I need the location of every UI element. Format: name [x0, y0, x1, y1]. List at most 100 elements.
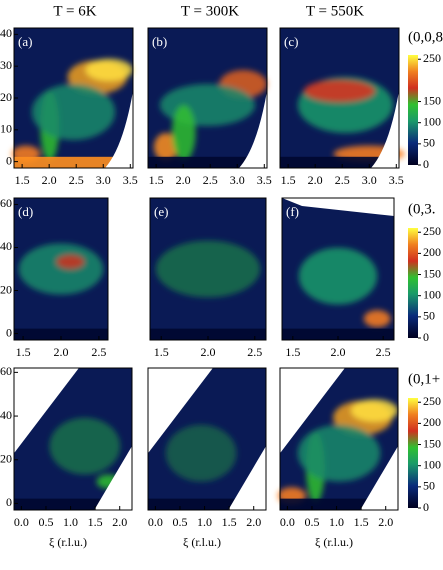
x-tick-label: 3.5	[389, 173, 404, 187]
y-tick-label: 20	[0, 90, 12, 104]
x-tick-label: 0.0	[14, 515, 29, 529]
mask	[148, 368, 213, 454]
intensity-blobs	[155, 240, 261, 298]
panel-label: (e)	[154, 204, 168, 219]
low-band	[282, 328, 394, 340]
x-tick-label: 1.5	[281, 173, 296, 187]
intensity-blob	[31, 84, 116, 140]
x-tick-label: 2.5	[69, 173, 84, 187]
low-band	[14, 156, 133, 168]
heatmap-panel	[277, 367, 399, 511]
x-axis-label: ξ (r.l.u.)	[183, 535, 221, 549]
mask	[360, 368, 398, 510]
y-tick-label: 40	[0, 239, 12, 253]
colorbar-tick-label: 0	[423, 500, 429, 514]
x-tick-label: 1.5	[15, 173, 30, 187]
x-tick-label: 1.0	[329, 515, 344, 529]
x-tick-label: 2.5	[91, 345, 106, 359]
heatmap-panel	[13, 197, 109, 341]
colorbar-tick-label: 150	[423, 266, 441, 280]
heatmap-panel	[281, 197, 395, 341]
heatmap-panel	[279, 27, 405, 169]
heatmap-panel	[147, 367, 267, 511]
panel-label: (i)	[284, 374, 296, 389]
x-tick-label: 2.0	[378, 515, 393, 529]
panel-frame	[279, 27, 400, 169]
mask	[371, 91, 399, 168]
row-label: (0,3.	[408, 201, 436, 217]
intensity-blob	[297, 424, 381, 482]
x-tick-label: 1.5	[88, 515, 103, 529]
y-tick-label: 10	[0, 122, 12, 136]
x-tick-label: 2.0	[201, 345, 216, 359]
colorbar-tick-label: 0	[423, 330, 429, 344]
x-tick-label: 3.0	[96, 173, 111, 187]
low-band	[150, 328, 266, 340]
x-tick-label: 3.0	[362, 173, 377, 187]
panel-label: (b)	[152, 34, 167, 49]
colorbar-tick-label: 100	[423, 457, 441, 471]
y-tick-label: 60	[0, 196, 12, 210]
x-tick-label: 2.5	[247, 345, 262, 359]
intensity-blob	[298, 247, 378, 305]
colorbar-tick-label: 50	[423, 309, 435, 323]
y-tick-label: 60	[0, 364, 12, 378]
x-tick-label: 2.5	[203, 173, 218, 187]
colorbar-tick-label: 50	[423, 479, 435, 493]
colorbar-tick-label: 250	[423, 394, 441, 408]
panel-frame	[279, 367, 399, 511]
x-tick-label: 0.5	[304, 515, 319, 529]
intensity-blob	[155, 240, 261, 298]
low-band	[148, 498, 266, 510]
mask	[228, 368, 266, 510]
intensity-blob	[49, 417, 121, 475]
low-band	[280, 156, 399, 168]
intensity-blobs	[165, 424, 237, 482]
colorbar	[408, 55, 418, 165]
y-tick-label: 30	[0, 58, 12, 72]
y-tick-label: 20	[0, 452, 12, 466]
column-title: T = 6K	[53, 3, 96, 19]
colorbar-tick-label: 0	[423, 157, 429, 171]
panel-label: (a)	[18, 34, 32, 49]
x-tick-label: 3.5	[257, 173, 272, 187]
panel-frame	[147, 367, 267, 511]
panel-label: (f)	[286, 204, 299, 219]
x-tick-label: 1.5	[154, 345, 169, 359]
x-tick-label: 1.0	[63, 515, 78, 529]
colorbar-tick-label: 250	[423, 51, 441, 65]
x-tick-label: 1.5	[149, 173, 164, 187]
colorbar	[408, 398, 418, 508]
x-tick-label: 2.0	[54, 345, 69, 359]
x-tick-label: 0.5	[172, 515, 187, 529]
x-tick-label: 1.0	[197, 515, 212, 529]
x-tick-label: 1.5	[354, 515, 369, 529]
mask	[94, 368, 132, 510]
column-title: T = 550K	[306, 3, 364, 19]
colorbar-tick-label: 200	[423, 245, 441, 259]
intensity-blobs	[298, 247, 391, 328]
panel-label: (g)	[18, 374, 33, 389]
intensity-blob	[350, 399, 398, 422]
intensity-blob	[18, 243, 104, 295]
x-tick-label: 2.0	[246, 515, 261, 529]
low-band	[280, 498, 398, 510]
colorbar-tick-label: 150	[423, 436, 441, 450]
mask	[280, 368, 345, 454]
x-tick-label: 2.0	[176, 173, 191, 187]
colorbar-tick-label: 200	[423, 415, 441, 429]
x-tick-label: 1.5	[16, 345, 31, 359]
x-tick-label: 2.0	[331, 345, 346, 359]
x-tick-label: 2.5	[335, 173, 350, 187]
mask	[105, 91, 133, 168]
low-band	[14, 328, 108, 340]
x-tick-label: 0.0	[148, 515, 163, 529]
low-band	[14, 498, 132, 510]
mask	[282, 198, 394, 216]
heatmap-panel	[11, 27, 134, 169]
x-tick-label: 1.5	[222, 515, 237, 529]
intensity-blobs	[18, 243, 104, 295]
intensity-blob	[171, 105, 196, 161]
intensity-blob	[85, 58, 133, 82]
